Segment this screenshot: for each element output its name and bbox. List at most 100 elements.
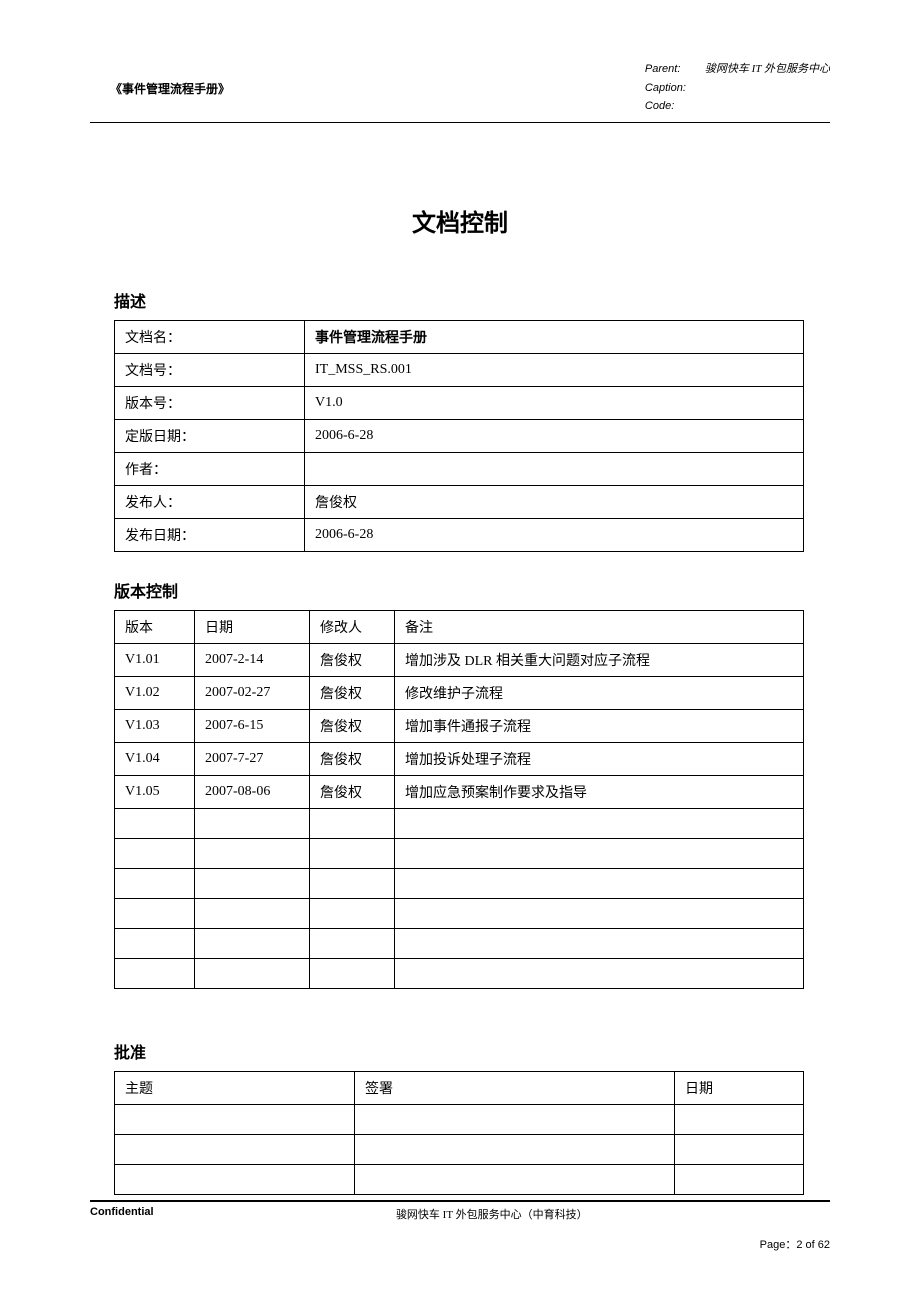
version-cell: V1.05 xyxy=(115,776,195,809)
table-row: 文档名：事件管理流程手册 xyxy=(115,321,804,354)
version-cell: 詹俊权 xyxy=(310,776,395,809)
header-code-row: Code: xyxy=(645,97,830,116)
desc-label-cell: 发布人： xyxy=(115,486,305,519)
approval-cell xyxy=(675,1165,804,1195)
approval-heading: 批准 xyxy=(114,1039,830,1063)
footer-page-number: Page：2 of 62 xyxy=(90,1236,830,1252)
table-row: V1.022007-02-27詹俊权修改维护子流程 xyxy=(115,677,804,710)
desc-label-cell: 作者： xyxy=(115,453,305,486)
version-cell: 2007-2-14 xyxy=(195,644,310,677)
approval-cell xyxy=(355,1165,675,1195)
desc-value-cell: 2006-6-28 xyxy=(305,420,804,453)
desc-value-cell xyxy=(305,453,804,486)
version-control-table: 版本日期修改人备注 V1.012007-2-14詹俊权增加涉及 DLR 相关重大… xyxy=(114,610,804,989)
footer-confidential: Confidential xyxy=(90,1206,154,1222)
header-left-title: 《事件管理流程手册》 xyxy=(90,60,230,97)
desc-label-cell: 文档名： xyxy=(115,321,305,354)
version-cell xyxy=(310,899,395,929)
version-cell xyxy=(310,959,395,989)
version-cell xyxy=(115,899,195,929)
desc-label-cell: 文档号： xyxy=(115,354,305,387)
version-cell: 增加事件通报子流程 xyxy=(395,710,804,743)
footer-center-text: 骏网快车 IT 外包服务中心（中育科技） xyxy=(154,1206,830,1222)
version-control-heading: 版本控制 xyxy=(114,578,830,602)
version-column-header: 修改人 xyxy=(310,611,395,644)
version-column-header: 版本 xyxy=(115,611,195,644)
version-cell xyxy=(115,839,195,869)
version-cell: 詹俊权 xyxy=(310,644,395,677)
table-row: 定版日期：2006-6-28 xyxy=(115,420,804,453)
approval-cell xyxy=(115,1105,355,1135)
table-row xyxy=(115,809,804,839)
description-heading: 描述 xyxy=(114,288,830,312)
table-row xyxy=(115,959,804,989)
header-right-meta: Parent: 骏网快车 IT 外包服务中心 Caption: Code: xyxy=(645,60,830,116)
version-cell: V1.03 xyxy=(115,710,195,743)
version-cell: 增加投诉处理子流程 xyxy=(395,743,804,776)
version-cell: 增加应急预案制作要求及指导 xyxy=(395,776,804,809)
version-cell xyxy=(395,899,804,929)
approval-cell xyxy=(355,1105,675,1135)
approval-cell xyxy=(675,1105,804,1135)
desc-label-cell: 定版日期： xyxy=(115,420,305,453)
header-parent-row: Parent: 骏网快车 IT 外包服务中心 xyxy=(645,60,830,79)
table-row xyxy=(115,1105,804,1135)
table-row xyxy=(115,1135,804,1165)
version-cell xyxy=(195,959,310,989)
desc-value-cell: 2006-6-28 xyxy=(305,519,804,552)
version-cell xyxy=(115,929,195,959)
table-row: 发布人：詹俊权 xyxy=(115,486,804,519)
approval-table: 主题签署日期 xyxy=(114,1071,804,1195)
table-row: 发布日期：2006-6-28 xyxy=(115,519,804,552)
page-title: 文档控制 xyxy=(90,203,830,238)
footer-top-row: Confidential 骏网快车 IT 外包服务中心（中育科技） xyxy=(90,1206,830,1222)
version-cell xyxy=(195,869,310,899)
table-row: 文档号：IT_MSS_RS.001 xyxy=(115,354,804,387)
version-cell: 詹俊权 xyxy=(310,677,395,710)
table-row: V1.042007-7-27詹俊权增加投诉处理子流程 xyxy=(115,743,804,776)
version-cell: 2007-6-15 xyxy=(195,710,310,743)
version-cell xyxy=(195,839,310,869)
version-cell: 2007-7-27 xyxy=(195,743,310,776)
version-cell: V1.01 xyxy=(115,644,195,677)
table-row xyxy=(115,869,804,899)
header-caption-row: Caption: xyxy=(645,79,830,98)
header-parent-label: Parent: xyxy=(645,60,705,79)
table-row xyxy=(115,1165,804,1195)
table-row: V1.052007-08-06詹俊权增加应急预案制作要求及指导 xyxy=(115,776,804,809)
version-cell xyxy=(195,899,310,929)
version-cell: V1.04 xyxy=(115,743,195,776)
version-cell: 2007-08-06 xyxy=(195,776,310,809)
table-row: 作者： xyxy=(115,453,804,486)
desc-label-cell: 版本号： xyxy=(115,387,305,420)
version-cell xyxy=(395,929,804,959)
approval-cell xyxy=(355,1135,675,1165)
desc-label-cell: 发布日期： xyxy=(115,519,305,552)
version-cell xyxy=(395,809,804,839)
table-row xyxy=(115,899,804,929)
page-header: 《事件管理流程手册》 Parent: 骏网快车 IT 外包服务中心 Captio… xyxy=(90,60,830,123)
version-column-header: 备注 xyxy=(395,611,804,644)
approval-cell xyxy=(675,1135,804,1165)
version-cell xyxy=(310,809,395,839)
version-cell: 修改维护子流程 xyxy=(395,677,804,710)
version-cell xyxy=(395,959,804,989)
desc-value-cell: 事件管理流程手册 xyxy=(305,321,804,354)
version-cell xyxy=(195,929,310,959)
description-table: 文档名：事件管理流程手册文档号：IT_MSS_RS.001版本号：V1.0定版日… xyxy=(114,320,804,552)
version-cell: 2007-02-27 xyxy=(195,677,310,710)
version-cell xyxy=(395,869,804,899)
table-row: 版本号：V1.0 xyxy=(115,387,804,420)
version-cell xyxy=(310,839,395,869)
header-code-label: Code: xyxy=(645,97,705,116)
version-cell xyxy=(310,869,395,899)
approval-column-header: 主题 xyxy=(115,1072,355,1105)
header-caption-label: Caption: xyxy=(645,79,705,98)
table-row xyxy=(115,839,804,869)
version-column-header: 日期 xyxy=(195,611,310,644)
version-cell xyxy=(115,959,195,989)
version-cell xyxy=(395,839,804,869)
version-cell: V1.02 xyxy=(115,677,195,710)
version-cell xyxy=(115,869,195,899)
table-row xyxy=(115,929,804,959)
